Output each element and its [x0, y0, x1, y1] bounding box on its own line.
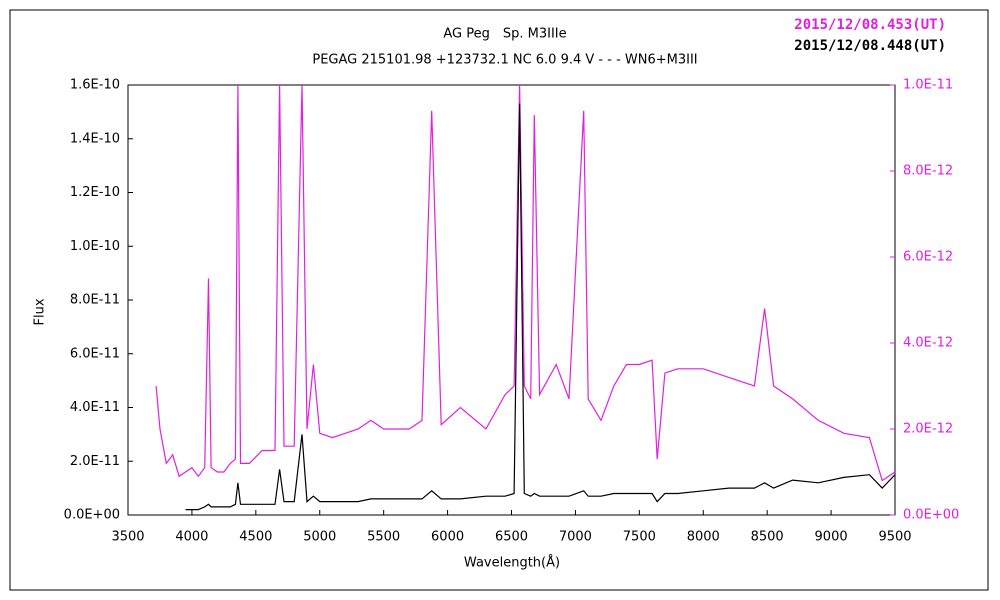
x-tick-label: 9500 [878, 530, 911, 545]
y2-tick-label: 0.0E+00 [903, 508, 959, 523]
y-tick-label: 4.0E-11 [70, 400, 120, 415]
y-tick-label: 1.2E-10 [70, 185, 120, 200]
x-tick-label: 8500 [751, 530, 784, 545]
x-tick-label: 6000 [431, 530, 464, 545]
x-tick-label: 4000 [175, 530, 208, 545]
series-line [185, 103, 896, 511]
x-tick-label: 5500 [367, 530, 400, 545]
x-axis-label: Wavelength(Å) [464, 555, 560, 571]
y-tick-label: 2.0E-11 [70, 454, 120, 469]
y-tick-label: 1.4E-10 [70, 131, 120, 146]
x-tick-label: 8000 [687, 530, 720, 545]
y-tick-label: 6.0E-11 [70, 346, 120, 361]
series-line [155, 84, 896, 482]
legend-entry: 2015/12/08.448(UT) [794, 38, 946, 54]
x-tick-label: 9000 [815, 530, 848, 545]
y2-tick-label: 6.0E-12 [903, 250, 953, 265]
legend-entry: 2015/12/08.453(UT) [794, 17, 946, 33]
x-tick-label: 3500 [111, 530, 144, 545]
x-tick-label: 5000 [303, 530, 336, 545]
y-axis-label: Flux [33, 298, 48, 325]
y2-tick-label: 2.0E-12 [903, 422, 953, 437]
y-tick-label: 1.6E-10 [70, 78, 120, 93]
y-tick-label: 1.0E-10 [70, 239, 120, 254]
plot-area [127, 84, 896, 516]
chart-subtitle: PEGAG 215101.98 +123732.1 NC 6.0 9.4 V -… [312, 53, 697, 68]
x-tick-label: 7500 [623, 530, 656, 545]
chart-title: AG Peg Sp. M3IIIe [443, 27, 566, 42]
x-tick-label: 6500 [495, 530, 528, 545]
y2-tick-label: 4.0E-12 [903, 336, 953, 351]
x-tick-label: 4500 [239, 530, 272, 545]
x-tick-label: 7000 [559, 530, 592, 545]
y-tick-label: 8.0E-11 [70, 293, 120, 308]
y2-tick-label: 1.0E-11 [903, 78, 953, 93]
frame [9, 9, 989, 591]
y2-tick-label: 8.0E-12 [903, 164, 953, 179]
y-tick-label: 0.0E+00 [64, 508, 120, 523]
